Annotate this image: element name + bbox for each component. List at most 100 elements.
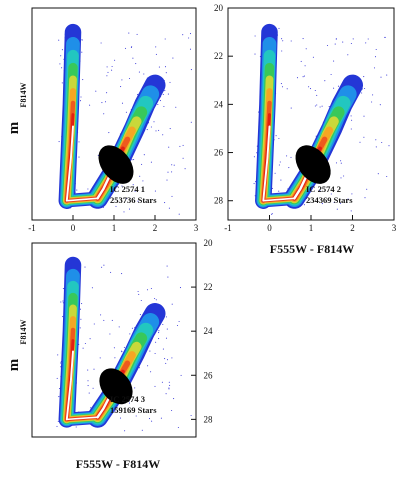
scatter-point [155,341,157,343]
scatter-point [319,190,321,192]
scatter-point [282,40,284,42]
scatter-point [180,374,182,376]
scatter-point [160,417,162,419]
scatter-point [365,42,367,44]
x-tick-label: 3 [194,223,199,233]
scatter-point [253,156,255,158]
scatter-point [363,115,365,117]
scatter-point [161,381,163,383]
scatter-point [350,42,352,45]
scatter-point [150,161,152,163]
scatter-point [78,141,80,143]
scatter-point [136,33,138,35]
scatter-point [371,101,373,103]
scatter-point [347,54,349,56]
scatter-point [80,318,82,320]
panel-1-density-layers [58,23,166,209]
scatter-point [278,27,280,29]
scatter-point [330,193,332,195]
scatter-point [79,327,81,329]
scatter-point [103,264,105,266]
scatter-point [166,265,168,267]
y-tick-label: 24 [204,326,214,336]
density-level-base-8 [66,416,99,421]
y-tick-label: 28 [214,196,224,206]
density-level-ms-8 [65,350,74,421]
scatter-point [165,362,167,364]
scatter-point [359,141,361,143]
scatter-point [340,160,342,162]
density-core [99,368,133,405]
scatter-point [367,38,369,40]
scatter-point [75,426,77,428]
scatter-point [137,200,139,202]
scatter-point [56,377,58,379]
scatter-point [361,92,363,94]
scatter-point [288,167,290,169]
scatter-point [140,299,142,302]
scatter-point [173,164,175,166]
scatter-point [101,266,103,268]
scatter-point [351,193,353,195]
scatter-point [87,380,89,382]
scatter-point [60,301,62,303]
scatter-point [171,357,173,359]
density-core [98,145,134,184]
scatter-point [278,190,280,192]
scatter-point [62,300,64,302]
scatter-point [137,94,139,96]
scatter-point [89,104,91,106]
scatter-point [143,154,145,156]
scatter-point [155,53,157,55]
density-core [295,145,331,184]
scatter-point [182,157,184,159]
panel-2-xlabel: F555W - F814W [270,242,354,256]
scatter-point [114,59,116,61]
scatter-point [121,185,123,187]
scatter-point [149,350,151,352]
scatter-point [61,82,63,84]
scatter-point [326,44,329,47]
scatter-point [286,155,288,157]
scatter-point [190,414,192,417]
scatter-point [296,77,299,79]
scatter-point [163,105,165,108]
x-tick-label: -1 [28,223,36,233]
scatter-point [321,105,323,107]
scatter-point [120,86,122,88]
scatter-point [375,146,377,148]
scatter-point [271,187,274,189]
scatter-point [169,128,171,130]
scatter-point [125,198,128,200]
scatter-point [81,303,83,305]
scatter-point [57,420,59,423]
scatter-point [81,39,83,41]
scatter-point [114,410,116,412]
scatter-point [386,175,388,178]
scatter-point [131,327,133,329]
scatter-point [57,354,59,356]
scatter-point [146,289,149,291]
scatter-point [278,164,280,166]
scatter-point [168,207,170,209]
scatter-point [275,135,277,137]
scatter-point [164,38,166,40]
scatter-point [164,202,166,204]
scatter-point [379,104,381,106]
scatter-point [340,177,342,179]
scatter-point [93,323,95,325]
scatter-point [143,73,145,75]
scatter-point [79,308,82,310]
scatter-point [173,398,175,400]
y-tick-label: 20 [214,3,224,13]
scatter-point [253,183,255,185]
scatter-point [125,111,127,113]
scatter-point [162,323,164,326]
scatter-point [108,132,110,134]
scatter-point [168,387,170,389]
scatter-point [128,32,130,34]
